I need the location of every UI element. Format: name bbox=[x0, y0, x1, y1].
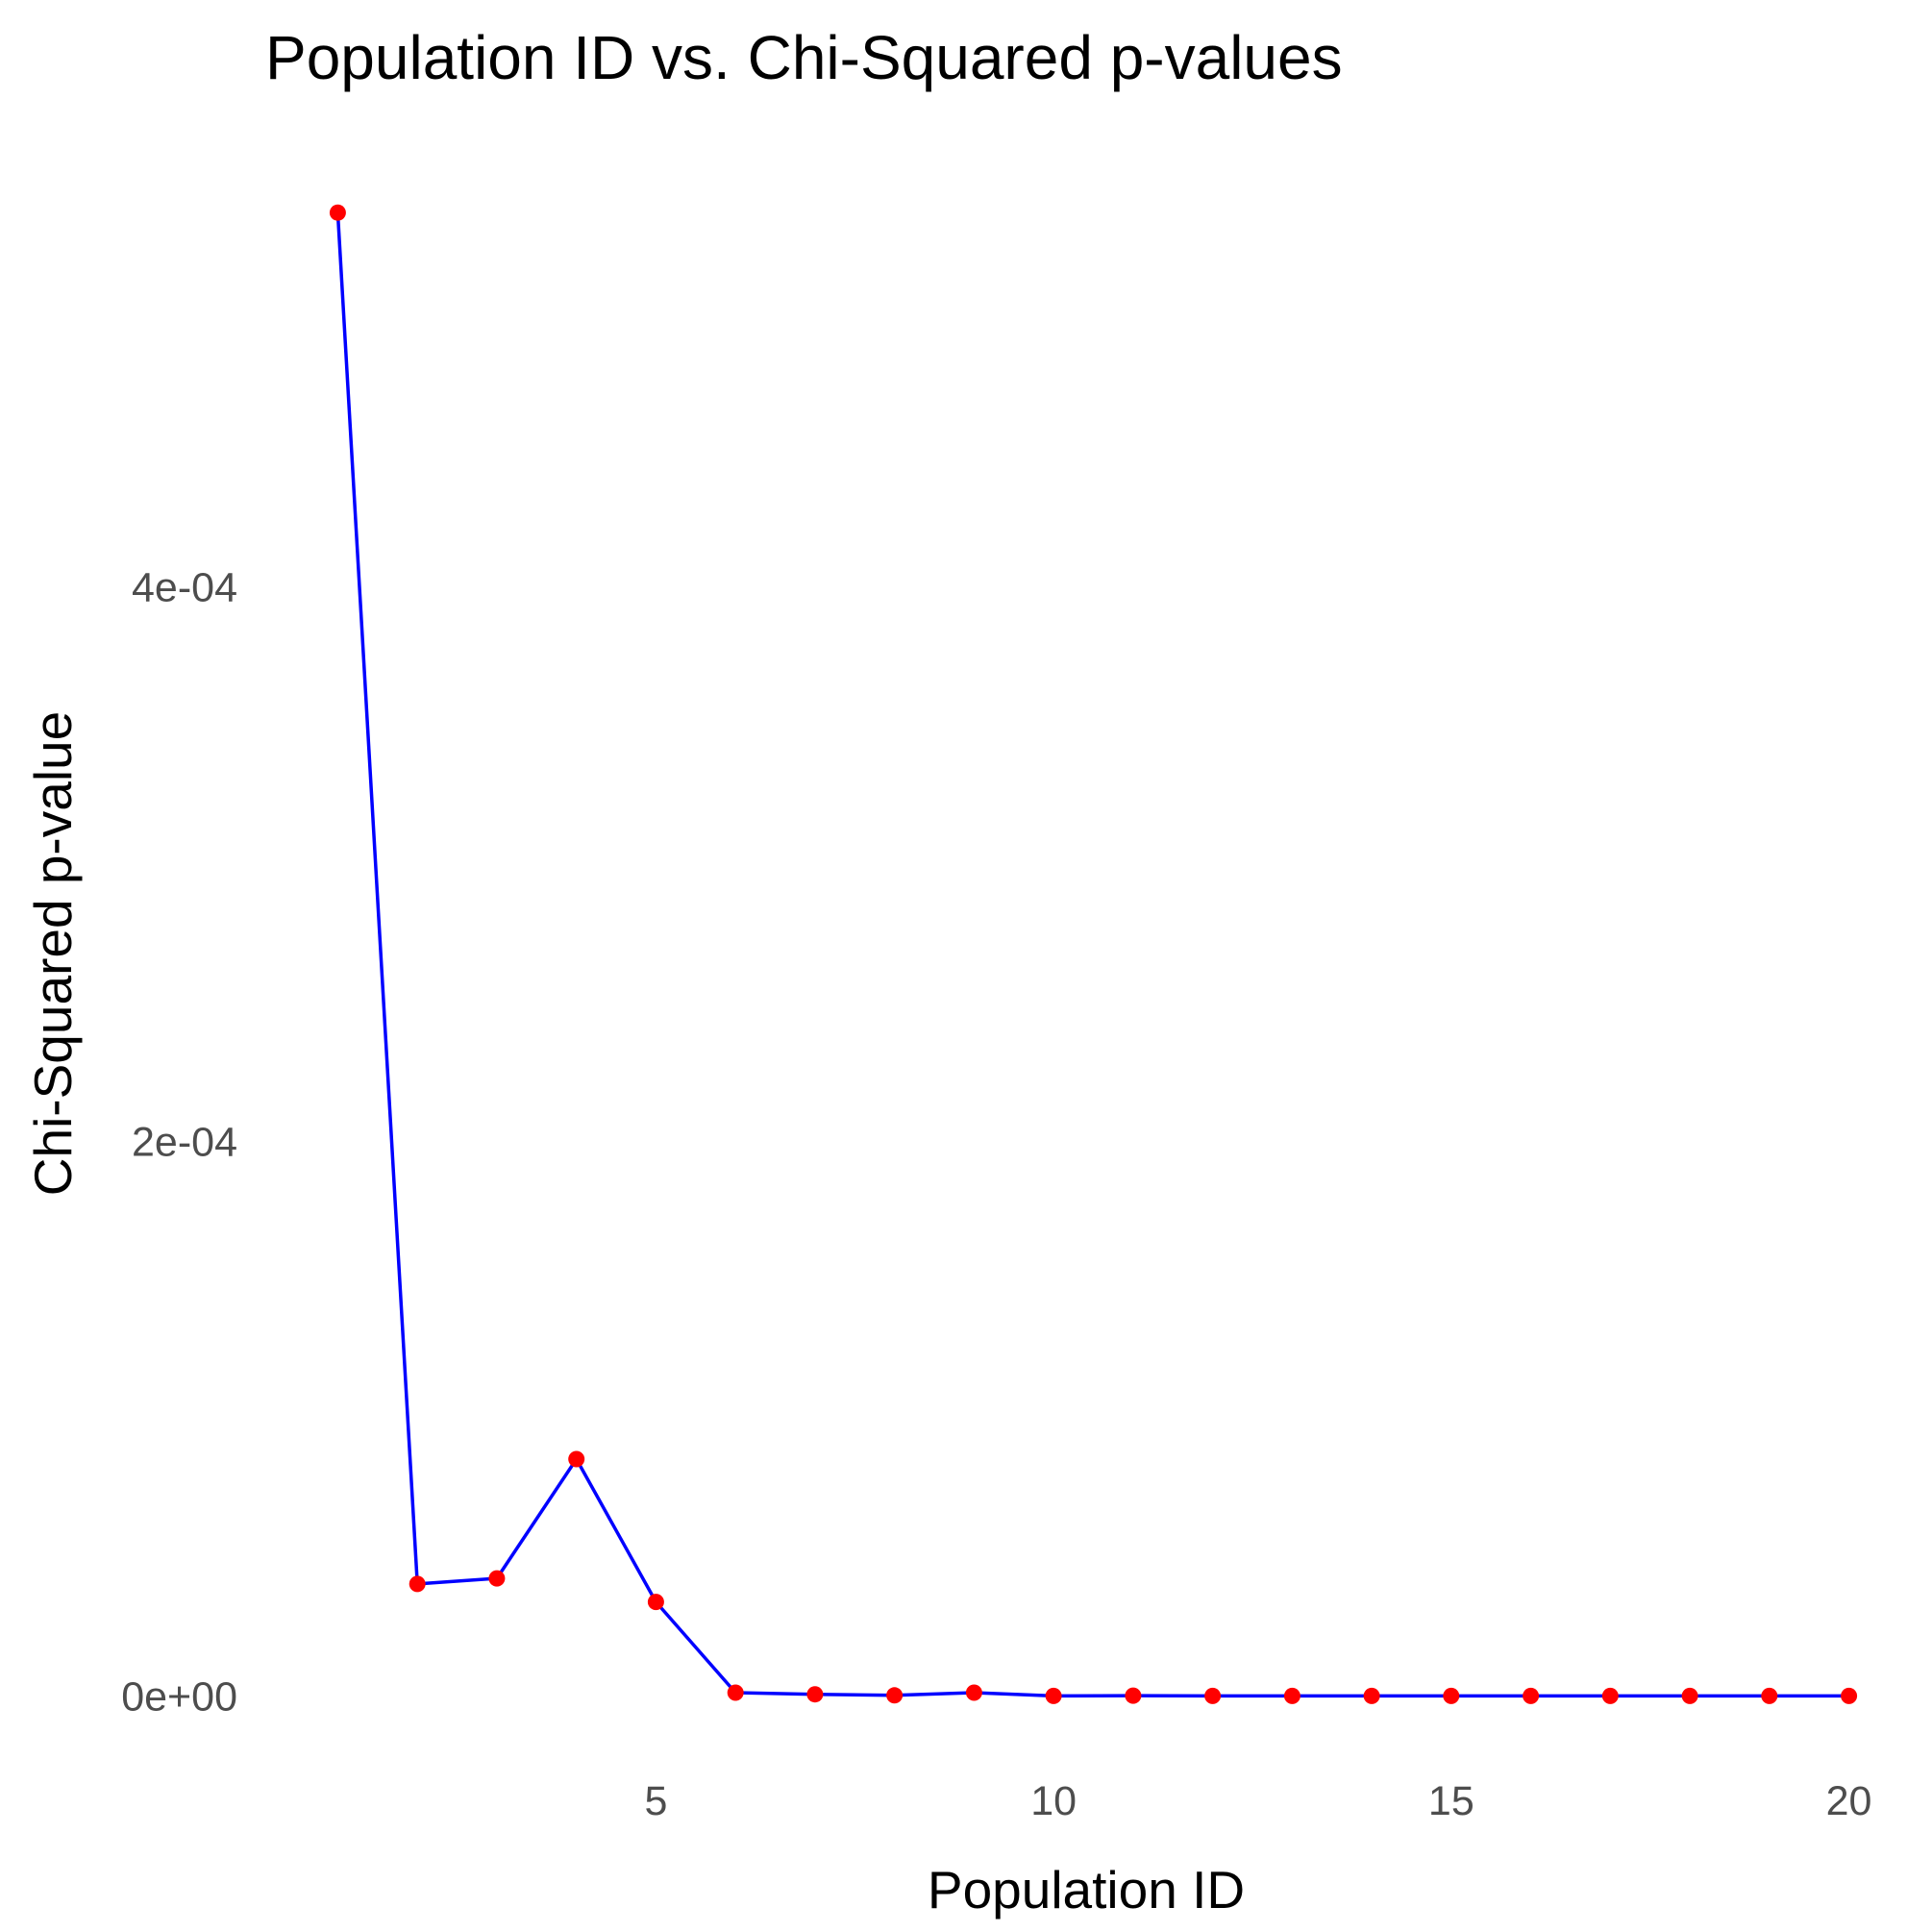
data-point bbox=[1125, 1687, 1142, 1704]
data-point bbox=[488, 1570, 506, 1587]
x-tick-label: 20 bbox=[1826, 1778, 1872, 1824]
data-point bbox=[1841, 1687, 1858, 1704]
data-point bbox=[1045, 1687, 1062, 1704]
data-point bbox=[647, 1594, 664, 1611]
x-tick-label: 10 bbox=[1030, 1778, 1077, 1824]
data-point bbox=[1443, 1687, 1460, 1704]
chart-title: Population ID vs. Chi-Squared p-values bbox=[265, 23, 1343, 92]
data-point bbox=[727, 1684, 744, 1701]
data-point bbox=[1601, 1687, 1619, 1704]
data-point bbox=[329, 204, 346, 221]
series-line bbox=[335, 212, 1849, 1698]
y-tick-label: 4e-04 bbox=[132, 565, 237, 611]
y-tick-label: 2e-04 bbox=[132, 1120, 237, 1166]
x-tick-label: 15 bbox=[1428, 1778, 1474, 1824]
data-point bbox=[965, 1684, 982, 1701]
data-point bbox=[409, 1575, 426, 1593]
data-point bbox=[1681, 1687, 1698, 1704]
data-point bbox=[1283, 1687, 1300, 1704]
data-point bbox=[886, 1687, 904, 1704]
data-point bbox=[1204, 1687, 1222, 1704]
y-tick-label: 0e+00 bbox=[121, 1674, 237, 1721]
data-point bbox=[806, 1686, 824, 1703]
data-point bbox=[1761, 1687, 1778, 1704]
data-point bbox=[568, 1450, 585, 1468]
x-tick-label: 5 bbox=[644, 1778, 667, 1824]
data-point bbox=[1523, 1687, 1540, 1704]
series-layer bbox=[329, 204, 1858, 1704]
x-axis-ticks: 5 10 15 20 bbox=[644, 1778, 1871, 1824]
x-axis-title: Population ID bbox=[928, 1860, 1245, 1920]
y-axis-ticks: 0e+00 2e-04 4e-04 bbox=[121, 565, 237, 1721]
y-axis-title: Chi-Squared p-value bbox=[23, 711, 83, 1196]
data-point bbox=[1363, 1687, 1380, 1704]
